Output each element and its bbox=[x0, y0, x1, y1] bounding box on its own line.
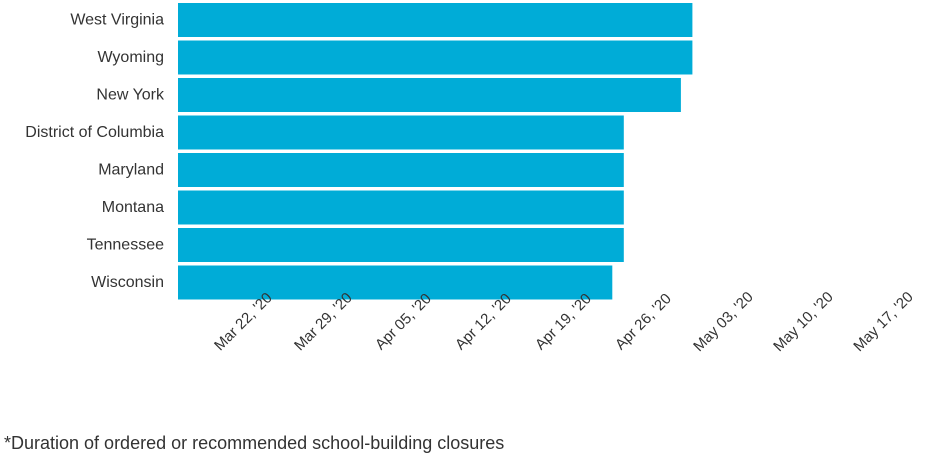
category-label: Tennessee bbox=[87, 237, 164, 254]
category-label: District of Columbia bbox=[25, 124, 164, 141]
bar-tennessee bbox=[178, 228, 624, 262]
x-tick-label: May 10, '20 bbox=[770, 289, 837, 356]
bar-chart: West Virginia Wyoming New York District of … bbox=[25, 3, 917, 356]
bar-wisconsin bbox=[178, 265, 613, 300]
chart-container: West Virginia Wyoming New York District of … bbox=[25, 3, 917, 356]
x-tick-label: Apr 19, '20 bbox=[532, 290, 595, 353]
x-tick-label: Apr 26, '20 bbox=[612, 290, 675, 353]
x-tick-label: Apr 12, '20 bbox=[452, 290, 515, 353]
category-label: Wisconsin bbox=[91, 274, 164, 291]
bar-new-york bbox=[178, 78, 681, 112]
category-label: New York bbox=[96, 87, 165, 104]
bar-maryland bbox=[178, 153, 624, 187]
x-tick-label: May 03, '20 bbox=[690, 289, 757, 356]
x-tick-label: May 17, '20 bbox=[850, 289, 917, 356]
x-tick-label: Apr 05, '20 bbox=[372, 290, 435, 353]
category-label: Montana bbox=[102, 199, 164, 216]
category-label: Wyoming bbox=[97, 49, 164, 66]
bar-west-virginia bbox=[178, 3, 693, 37]
category-label: Maryland bbox=[98, 162, 164, 179]
category-label: West Virginia bbox=[70, 12, 164, 29]
bar-montana bbox=[178, 190, 624, 225]
chart-footnote: *Duration of ordered or recommended scho… bbox=[4, 433, 505, 453]
bar-district-of-columbia bbox=[178, 115, 624, 150]
bar-wyoming bbox=[178, 40, 693, 75]
